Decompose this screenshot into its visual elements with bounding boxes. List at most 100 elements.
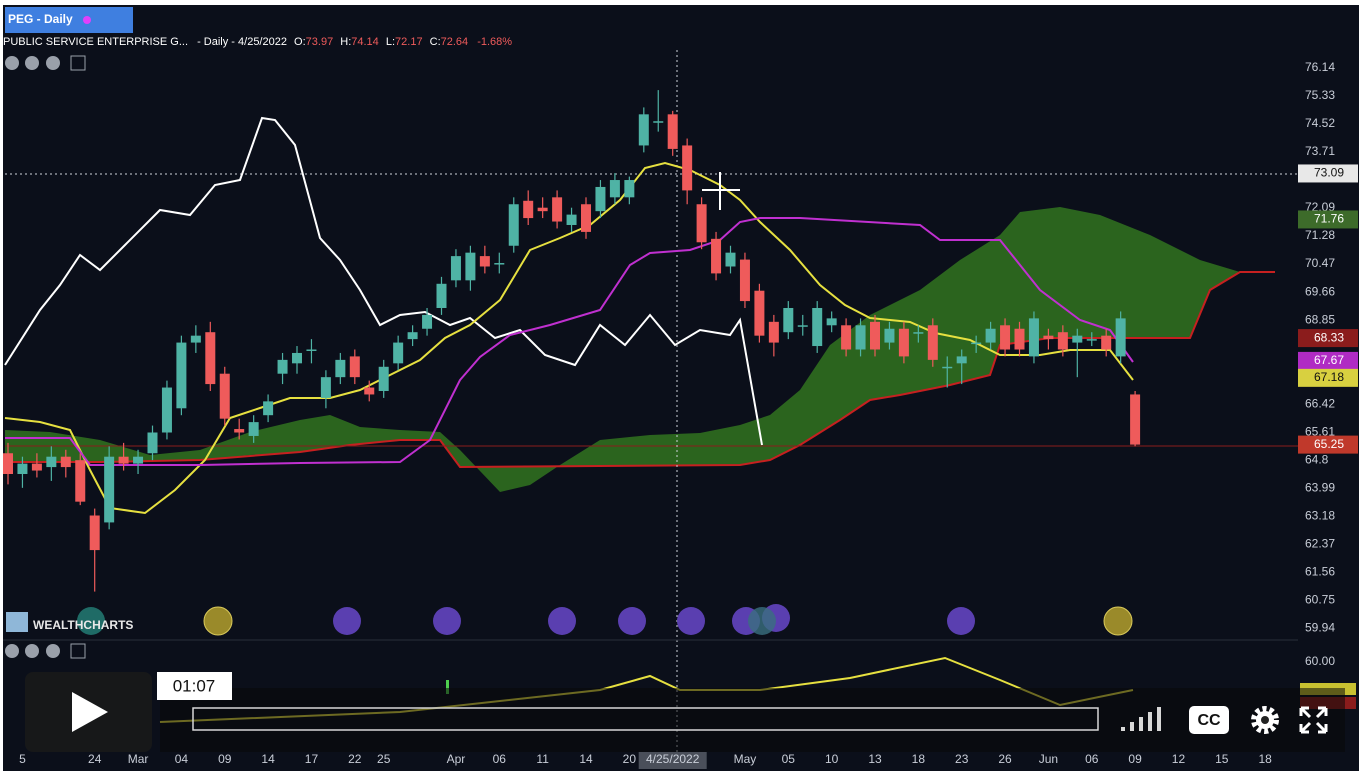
- y-tick-label: 75.33: [1305, 88, 1335, 102]
- ichimoku-cloud: [5, 207, 1275, 492]
- x-tick-label: Jun: [1039, 752, 1058, 766]
- candle-body: [566, 214, 577, 225]
- candle-body: [1101, 335, 1112, 350]
- symbol-dot: [83, 16, 91, 24]
- x-tick-label: 14: [579, 752, 593, 766]
- progress-bar[interactable]: [192, 707, 1099, 731]
- candle-body: [60, 456, 71, 468]
- volume-control[interactable]: [1121, 707, 1161, 731]
- candle-body: [783, 307, 794, 333]
- event-icon[interactable]: [77, 607, 105, 635]
- candle-body: [46, 456, 57, 468]
- candle-body: [263, 401, 274, 416]
- tool-button[interactable]: [46, 644, 60, 658]
- event-icon[interactable]: [1103, 606, 1133, 636]
- x-tick-label: 14: [261, 752, 275, 766]
- symbol-tab[interactable]: [5, 7, 133, 33]
- volume-bar: [1130, 722, 1134, 731]
- candle-body: [450, 256, 461, 281]
- y-tick-label: 63.99: [1305, 480, 1335, 494]
- y-tick-label: 64.8: [1305, 452, 1329, 466]
- candle-body: [1028, 318, 1039, 357]
- captions-button[interactable]: [1189, 706, 1229, 734]
- candle-body: [1014, 328, 1025, 350]
- fullscreen-button[interactable]: [1299, 706, 1328, 734]
- time-tooltip: [157, 672, 232, 700]
- tool-button[interactable]: [46, 56, 60, 70]
- x-tick-label: 18: [912, 752, 926, 766]
- candle-body: [725, 252, 736, 267]
- candle-body: [219, 373, 230, 419]
- candle-body: [89, 515, 100, 551]
- settings-icon: [1261, 716, 1269, 724]
- candle-body: [190, 335, 201, 343]
- lower-panel-label: 60.00: [1305, 654, 1335, 668]
- event-icon[interactable]: [433, 607, 461, 635]
- price-badge-label: 71.76: [1314, 212, 1344, 226]
- y-tick-label: 66.42: [1305, 396, 1335, 410]
- candle-body: [609, 180, 620, 198]
- x-tick-label: Apr: [447, 752, 466, 766]
- high-key: H:: [340, 36, 351, 48]
- price-badge-label: 68.33: [1314, 330, 1344, 344]
- y-tick-label: 62.37: [1305, 536, 1335, 550]
- volume-bar: [1148, 712, 1152, 731]
- volume-bar: [1139, 717, 1143, 731]
- crosshair-cursor: [702, 172, 740, 210]
- price-badge-label: 67.67: [1314, 353, 1344, 367]
- change-value: -1.68%: [477, 36, 512, 48]
- price-badge: [1298, 351, 1358, 370]
- tool-button[interactable]: [5, 56, 19, 70]
- settings-icon: [1251, 706, 1279, 734]
- y-tick-label: 59.94: [1305, 620, 1335, 634]
- add-button[interactable]: [70, 55, 86, 71]
- candle-body: [17, 463, 28, 474]
- candle-body: [826, 318, 837, 326]
- event-icon[interactable]: [203, 606, 233, 636]
- candle-body: [595, 186, 606, 212]
- price-badge: [1298, 435, 1358, 454]
- price-badge-label: 73.09: [1314, 166, 1344, 180]
- base-line: [5, 217, 1134, 466]
- candle-body: [841, 325, 852, 350]
- x-tick-label: 06: [493, 752, 507, 766]
- price-badge-label: 65.25: [1314, 437, 1344, 451]
- candle-body: [624, 180, 635, 198]
- crosshair-date-box: [638, 752, 707, 769]
- candle-body: [1072, 335, 1083, 343]
- candle-body: [581, 204, 591, 232]
- price-badge: [1298, 210, 1358, 229]
- x-tick-label: 18: [1258, 752, 1272, 766]
- candle-body: [306, 349, 317, 351]
- tool-button[interactable]: [25, 644, 39, 658]
- candle-body: [1115, 318, 1126, 357]
- control-bar: [160, 688, 1345, 752]
- candle-body: [494, 263, 505, 265]
- x-tick-label: 25: [377, 752, 391, 766]
- add-button[interactable]: [70, 643, 86, 659]
- event-icon[interactable]: [748, 607, 776, 635]
- event-icon[interactable]: [548, 607, 576, 635]
- candle-body: [407, 332, 418, 340]
- logo-mark: [6, 612, 28, 632]
- x-tick-label: 13: [868, 752, 882, 766]
- candle-body: [364, 387, 375, 395]
- candle-body: [1043, 335, 1054, 340]
- candle-body: [985, 328, 996, 343]
- candle-body: [508, 204, 519, 246]
- candle-body: [884, 328, 895, 343]
- candle-body: [1086, 339, 1097, 341]
- settings-button[interactable]: [1251, 706, 1279, 734]
- event-icon[interactable]: [333, 607, 361, 635]
- event-icon[interactable]: [947, 607, 975, 635]
- x-tick-label: 11: [536, 752, 549, 766]
- event-icon[interactable]: [677, 607, 705, 635]
- event-icon[interactable]: [618, 607, 646, 635]
- candle-body: [31, 463, 42, 471]
- tool-button[interactable]: [25, 56, 39, 70]
- tool-button[interactable]: [5, 644, 19, 658]
- candle-body: [537, 207, 548, 212]
- x-tick-label: 05: [782, 752, 796, 766]
